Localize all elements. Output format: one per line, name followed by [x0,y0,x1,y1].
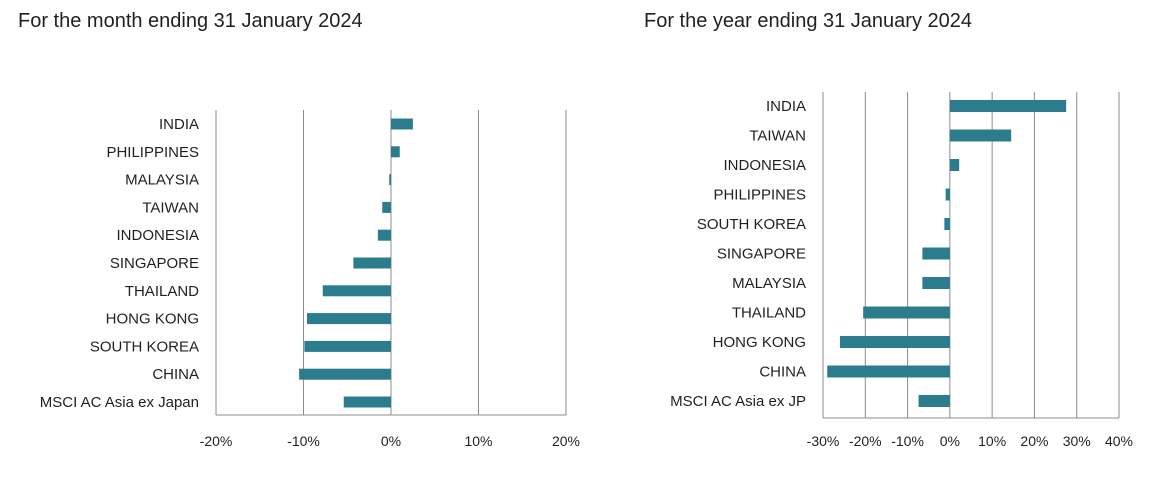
monthly-bar [389,174,391,186]
yearly-bar [945,188,950,201]
monthly-bar [391,146,400,158]
yearly-bar [922,247,950,260]
yearly-tick-label: 10% [978,433,1006,449]
yearly-bar [827,365,950,378]
yearly-bar [839,336,950,348]
monthly-category-label: PHILIPPINES [106,144,199,161]
monthly-category-label: MALAYSIA [125,172,199,189]
yearly-category-label: TAIWAN [749,128,806,145]
yearly-bar [922,277,950,289]
yearly-category-label: THAILAND [732,305,806,322]
monthly-category-label: INDIA [159,116,199,133]
yearly-category-label: PHILIPPINES [713,187,806,204]
yearly-bar [949,100,1067,112]
yearly-tick-label: 40% [1105,433,1133,449]
yearly-category-label: HONG KONG [713,334,806,351]
yearly-category-label: CHINA [759,364,806,381]
yearly-category-label: SOUTH KOREA [697,216,806,233]
monthly-category-label: SOUTH KOREA [90,338,199,355]
yearly-category-label: SINGAPORE [717,246,806,263]
monthly-category-label: HONG KONG [106,311,199,328]
yearly-bar [918,395,950,407]
monthly-bar [343,396,391,408]
yearly-tick-label: 30% [1063,433,1091,449]
monthly-bar [307,313,391,325]
yearly-tick-label: -30% [807,433,840,449]
yearly-category-label: MSCI AC Asia ex JP [670,393,806,410]
yearly-tick-label: -20% [849,433,882,449]
monthly-bar [382,201,391,213]
monthly-bar [299,368,391,380]
monthly-bar [391,118,413,130]
yearly-tick-label: 0% [940,433,960,449]
monthly-category-label: MSCI AC Asia ex Japan [40,394,199,411]
monthly-bar [322,285,391,297]
yearly-category-label: MALAYSIA [732,275,806,292]
yearly-chart-title: For the year ending 31 January 2024 [644,10,972,32]
monthly-tick-label: -20% [200,433,233,449]
monthly-category-label: THAILAND [125,283,199,300]
yearly-bar [863,306,950,319]
monthly-category-label: INDONESIA [116,227,199,244]
yearly-bar [949,129,1012,142]
monthly-chart-title: For the month ending 31 January 2024 [18,10,363,32]
monthly-category-label: SINGAPORE [110,255,199,272]
monthly-bar [377,229,391,241]
monthly-tick-label: 0% [381,433,401,449]
monthly-category-label: CHINA [152,366,199,383]
yearly-category-label: INDONESIA [723,157,806,174]
monthly-bar [304,340,391,352]
monthly-tick-label: 10% [464,433,492,449]
yearly-tick-label: 20% [1020,433,1048,449]
monthly-tick-label: -10% [287,433,320,449]
monthly-tick-label: 20% [552,433,580,449]
yearly-tick-label: -10% [891,433,924,449]
monthly-category-label: TAIWAN [142,199,199,216]
yearly-bar [944,218,950,230]
monthly-bar [353,257,391,269]
yearly-bar [949,159,960,171]
yearly-category-label: INDIA [766,98,806,115]
